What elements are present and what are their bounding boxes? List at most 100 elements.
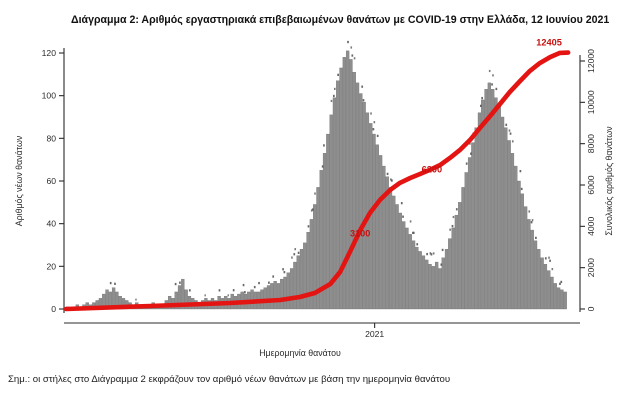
bar bbox=[491, 89, 495, 310]
speck bbox=[535, 236, 537, 240]
speck bbox=[520, 187, 523, 191]
bar bbox=[355, 82, 360, 310]
speck bbox=[544, 257, 547, 260]
right-axis-title: Συνολικός αριθμός θανάτων bbox=[604, 126, 614, 236]
speck bbox=[413, 231, 415, 234]
bar bbox=[273, 281, 277, 310]
left-axis-ticks: 0 20 40 60 80 100 120 bbox=[42, 48, 64, 314]
line-annotations: 3100 6200 12405 bbox=[350, 37, 562, 238]
bar bbox=[362, 101, 366, 310]
speck bbox=[560, 280, 563, 284]
bar bbox=[382, 165, 386, 310]
right-tick-label: 12000 bbox=[586, 49, 596, 73]
bar bbox=[494, 97, 498, 310]
speck bbox=[332, 94, 335, 98]
speck bbox=[412, 231, 414, 235]
bar bbox=[286, 272, 290, 310]
speck bbox=[531, 219, 534, 222]
speck bbox=[337, 73, 339, 77]
speck bbox=[469, 142, 471, 145]
bar bbox=[487, 82, 492, 310]
bar bbox=[520, 193, 524, 310]
annotation-3100: 3100 bbox=[350, 229, 370, 239]
bar bbox=[428, 264, 432, 310]
bar bbox=[434, 261, 439, 310]
bar bbox=[415, 246, 419, 310]
speck bbox=[430, 253, 433, 256]
bar bbox=[556, 287, 561, 310]
speck bbox=[508, 129, 511, 132]
speck bbox=[432, 252, 435, 255]
bar bbox=[461, 187, 465, 310]
speck bbox=[135, 298, 137, 301]
speck bbox=[109, 281, 112, 285]
bar bbox=[177, 285, 182, 310]
speck bbox=[451, 224, 454, 228]
bar bbox=[497, 106, 501, 310]
speck bbox=[242, 283, 245, 287]
bar bbox=[523, 206, 528, 310]
left-tick-label: 20 bbox=[46, 261, 56, 271]
bars-group bbox=[65, 50, 567, 310]
bar bbox=[322, 153, 327, 310]
speck bbox=[409, 220, 412, 223]
bar bbox=[517, 180, 521, 310]
bar bbox=[319, 170, 323, 310]
right-tick-label: 4000 bbox=[586, 217, 596, 236]
speck bbox=[311, 208, 314, 211]
bar bbox=[280, 278, 284, 310]
left-axis-title: Αριθμός νέων θανάτων bbox=[14, 135, 24, 226]
left-tick-label: 100 bbox=[42, 91, 57, 101]
speck bbox=[426, 252, 428, 256]
speck bbox=[268, 281, 270, 284]
speck bbox=[362, 99, 365, 102]
speck bbox=[283, 271, 286, 274]
speck bbox=[373, 121, 376, 124]
bar bbox=[313, 204, 317, 310]
bar bbox=[388, 187, 393, 310]
speck bbox=[400, 202, 403, 205]
speck bbox=[530, 221, 533, 224]
speck bbox=[495, 87, 498, 91]
speck bbox=[174, 282, 177, 286]
bar bbox=[296, 255, 300, 310]
speck bbox=[232, 289, 235, 292]
bar bbox=[464, 172, 468, 310]
bar bbox=[454, 214, 459, 310]
bar bbox=[560, 289, 564, 310]
left-tick-label: 80 bbox=[46, 133, 56, 143]
speck bbox=[314, 192, 316, 195]
speck bbox=[179, 281, 181, 284]
left-tick-label: 40 bbox=[46, 219, 56, 229]
bar bbox=[270, 283, 274, 310]
bar bbox=[451, 227, 455, 310]
bar bbox=[266, 285, 271, 310]
annotation-12405: 12405 bbox=[536, 37, 562, 47]
bar bbox=[385, 176, 389, 310]
speck bbox=[227, 294, 230, 297]
speck bbox=[323, 144, 325, 147]
speck bbox=[218, 289, 221, 292]
bar bbox=[540, 257, 544, 310]
speck bbox=[321, 165, 324, 168]
speck bbox=[551, 268, 554, 271]
bar bbox=[329, 114, 333, 310]
bar bbox=[481, 99, 485, 310]
speck bbox=[548, 256, 550, 259]
bar bbox=[168, 296, 172, 310]
bar bbox=[438, 268, 442, 310]
speck bbox=[347, 40, 349, 44]
bar bbox=[352, 72, 356, 310]
speck bbox=[188, 289, 191, 292]
speck bbox=[390, 178, 392, 181]
speck bbox=[310, 209, 313, 212]
right-tick-label: 0 bbox=[586, 306, 596, 311]
speck bbox=[297, 251, 300, 254]
bar bbox=[359, 93, 363, 310]
speck bbox=[519, 170, 522, 173]
bar bbox=[306, 232, 310, 310]
annotation-6200: 6200 bbox=[422, 165, 442, 175]
bar bbox=[411, 240, 416, 310]
speck bbox=[351, 54, 354, 57]
